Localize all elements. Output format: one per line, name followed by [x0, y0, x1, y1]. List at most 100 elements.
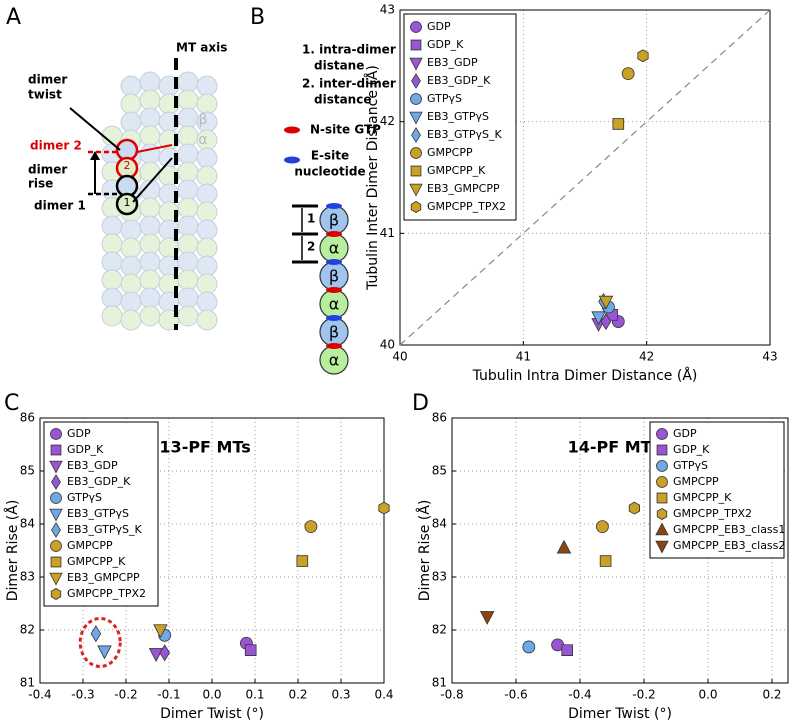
legend-label: EB3_GTPγS_K: [427, 128, 502, 141]
lattice-subunit: [177, 251, 199, 273]
marker: [599, 555, 612, 567]
legend-label: GMPCPP_TPX2: [673, 507, 752, 520]
legend-label: GMPCPP_EB3_class1: [673, 523, 785, 536]
lattice-subunit: [139, 197, 161, 219]
marker: [50, 444, 62, 456]
dimer-rise-label: rise: [28, 177, 53, 191]
x-tick-label: 0.4: [374, 688, 393, 702]
lattice-subunit: [196, 75, 218, 97]
marker: [600, 312, 612, 331]
x-tick-label: -0.1: [157, 688, 180, 702]
legend-label: GMPCPP_TPX2: [427, 200, 506, 213]
lattice-subunit: [139, 233, 161, 255]
legend-box: [403, 13, 517, 221]
lattice-subunit: [196, 237, 218, 259]
lattice-subunit: [196, 219, 218, 241]
dimer-number: 1: [124, 196, 131, 209]
x-tick-label: 0.1: [245, 688, 264, 702]
x-tick-label: -0.4: [28, 688, 51, 702]
panel-label: B: [250, 5, 265, 30]
lattice-subunit: [177, 89, 199, 111]
e-site: [326, 315, 342, 321]
lattice-subunit: [177, 287, 199, 309]
x-tick-label: -0.2: [114, 688, 137, 702]
legend-box: [649, 421, 785, 559]
x-tick-label: 0.2: [288, 688, 307, 702]
legend-label: GDP: [673, 427, 697, 440]
subunit-label: β: [329, 211, 339, 230]
lattice-subunit: [196, 273, 218, 295]
legend-item: 1. intra-dimer: [302, 43, 396, 57]
legend-label: GMPCPP: [673, 475, 719, 488]
marker: [50, 588, 62, 600]
legend-item: 2. inter-dimer: [302, 77, 396, 91]
marker: [378, 501, 390, 515]
x-tick-label: 0.2: [762, 688, 781, 702]
marker: [148, 648, 164, 662]
lattice-subunit: [101, 251, 123, 273]
lattice-subunit: [177, 143, 199, 165]
plot-frame: [399, 9, 771, 346]
e-site: [326, 259, 342, 265]
subunit-label: β: [329, 267, 339, 286]
y-tick-label: 84: [20, 517, 35, 531]
dimer-number: 2: [124, 159, 131, 172]
legend-item: distane: [314, 59, 364, 73]
y-tick-label: 84: [432, 517, 447, 531]
x-axis-label: Dimer Twist (°): [568, 706, 672, 722]
legend-label: EB3_GDP_K: [427, 74, 491, 87]
subunit-label: β: [329, 323, 339, 342]
y-axis-label: Dimer Rise (Å): [416, 500, 433, 602]
x-tick-label: -0.2: [632, 688, 655, 702]
n-site-swatch: [284, 126, 300, 134]
lattice-subunit: [177, 305, 199, 327]
marker: [522, 640, 536, 654]
chart: -0.4 -0.3 -0.2 -0.1 0.0 0.1 0.2 0.3 0.4 81 82 83 84 8…: [4, 411, 394, 723]
marker: [656, 460, 668, 472]
marker: [90, 625, 102, 643]
rise-arrowhead: [90, 151, 100, 160]
marker: [656, 476, 668, 488]
x-tick-label: 0.3: [331, 688, 350, 702]
y-tick-label: 86: [432, 411, 447, 425]
marker: [409, 57, 423, 71]
panel-label: D: [412, 391, 429, 416]
legend-label: GDP: [427, 20, 451, 33]
x-tick-label: -0.4: [568, 688, 591, 702]
marker: [410, 165, 422, 177]
marker: [561, 644, 573, 656]
chart-title: 14-PF MTs: [568, 438, 659, 457]
plot-frame: [39, 417, 385, 684]
y-tick-label: 81: [20, 676, 35, 690]
marker: [656, 492, 668, 504]
marker: [656, 508, 668, 520]
legend-label: GMPCPP_K: [427, 164, 486, 177]
dimer-twist-label: dimer: [28, 73, 67, 87]
y-tick-label: 82: [432, 623, 447, 637]
lattice-subunit: [177, 269, 199, 291]
marker: [621, 67, 635, 81]
beta-label: β: [199, 112, 208, 128]
marker: [410, 147, 422, 159]
panel-label: A: [6, 5, 21, 30]
highlight-ring: [78, 616, 122, 668]
legend-label: EB3_GTPγS: [67, 507, 129, 520]
twist-line: [69, 107, 121, 151]
marker: [596, 520, 609, 534]
lattice-subunit: [177, 161, 199, 183]
marker: [409, 111, 423, 125]
marker: [50, 556, 62, 568]
marker: [656, 428, 668, 440]
marker: [159, 644, 170, 662]
legend-label: GTPγS: [67, 491, 102, 504]
marker: [304, 520, 318, 534]
marker: [410, 39, 422, 51]
x-tick-label: 42: [639, 350, 654, 364]
legend-label: EB3_GTPγS_K: [67, 523, 142, 536]
legend-label: EB3_GTPγS: [427, 110, 489, 123]
dimer-subunit: [115, 192, 139, 216]
twist-line: [132, 157, 173, 203]
marker: [50, 492, 62, 504]
marker: [411, 127, 421, 143]
